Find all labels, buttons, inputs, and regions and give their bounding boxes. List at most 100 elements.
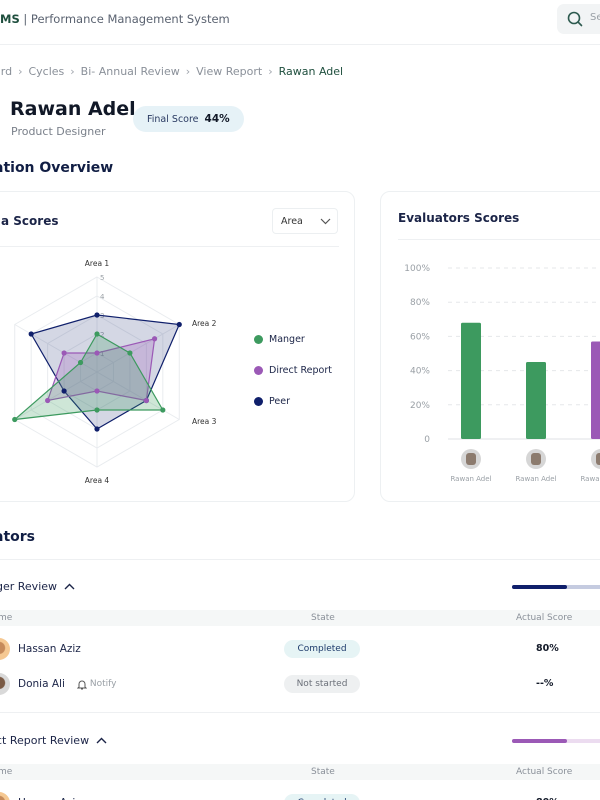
chevron-up-icon (64, 583, 75, 590)
avatar-figure (531, 453, 541, 465)
status-badge: Completed (284, 640, 360, 658)
y-tick-label: 40% (410, 367, 430, 377)
chevron-right-icon: › (268, 65, 273, 78)
notify-button[interactable]: Notify (76, 679, 117, 690)
evaluators-bar-chart: 100% 80% 60% 40% 20% 0 Rawan Adel Rawan Adel Raw… (404, 264, 600, 483)
chevron-right-icon: › (18, 65, 23, 78)
breadcrumb: ard › Cycles › Bi- Annual Review › View … (0, 65, 343, 78)
table-header: me State Actual Score (0, 764, 600, 780)
column-actual-score: Actual Score (516, 767, 573, 777)
bell-icon (76, 680, 87, 689)
manager-review-progress (512, 585, 600, 589)
section-divider (0, 559, 600, 560)
overview-title: ation Overview (0, 160, 114, 176)
group-title: ger Review (0, 580, 58, 593)
manager-review-toggle[interactable]: ger Review (0, 580, 75, 593)
legend-label: Direct Report (269, 365, 332, 376)
column-state: State (311, 767, 335, 777)
radar-data-point (143, 397, 149, 404)
area-scores-title: a Scores (1, 214, 59, 228)
breadcrumb-current: Rawan Adel (278, 65, 344, 78)
radar-axis-line (14, 371, 98, 420)
radar-data-point (151, 336, 158, 342)
group-divider (0, 712, 600, 713)
x-tick-label: Rawan Adel (580, 475, 600, 483)
legend-dot-direct-report (254, 366, 263, 375)
table-header: me State Actual Score (0, 610, 600, 626)
evaluators-scores-title: Evaluators Scores (398, 211, 520, 225)
radar-data-point (94, 331, 100, 337)
radar-data-point (94, 388, 100, 394)
radar-axis-label: Area 4 (85, 476, 110, 485)
breadcrumb-cycle[interactable]: Bi- Annual Review (80, 65, 180, 78)
evaluator-name: Hassan Aziz (18, 797, 81, 800)
area-select[interactable]: Area (272, 208, 338, 234)
radar-data-point (94, 350, 100, 356)
radar-data-point (45, 397, 51, 404)
final-score-badge: Final Score 44% (133, 106, 244, 132)
actual-score: 80% (536, 643, 559, 654)
notify-label: Notify (89, 679, 117, 689)
radar-legend: Manger Direct Report Peer (254, 334, 332, 407)
radar-data-point (160, 407, 166, 413)
radar-axis-label: Area 2 (192, 319, 217, 328)
radar-scale-tick: 5 (100, 274, 104, 282)
search-input[interactable]: Search (557, 4, 600, 34)
bar (461, 322, 481, 439)
top-bar: MS | Performance Management System Searc… (0, 0, 600, 45)
area-scores-card: a Scores (0, 191, 355, 502)
radar-data-point (176, 321, 182, 328)
radar-axis-line (14, 324, 98, 373)
legend-item-direct-report[interactable]: Direct Report (254, 365, 332, 376)
evaluators-scores-card: Evaluators Scores (380, 191, 600, 502)
table-row: Hassan Aziz (0, 792, 81, 800)
radar-axis-label: Area 3 (192, 417, 217, 426)
legend-dot-manager (254, 335, 263, 344)
radar-data-point (77, 359, 84, 366)
x-tick-label: Rawan Adel (450, 475, 491, 483)
y-tick-label: 0 (424, 435, 430, 445)
direct-report-review-toggle[interactable]: ct Report Review (0, 734, 107, 747)
chevron-right-icon: › (185, 65, 191, 78)
radar-data-point (12, 416, 18, 423)
radar-data-point (61, 388, 67, 394)
bar (591, 341, 600, 439)
radar-data-point (28, 331, 34, 337)
avatar (0, 638, 10, 660)
breadcrumb-view-report[interactable]: View Report (196, 65, 263, 78)
table-row: Hassan Aziz (0, 638, 81, 660)
evaluator-name: Hassan Aziz (18, 643, 81, 655)
legend-label: Manger (269, 334, 305, 345)
app-brand: MS | Performance Management System (0, 12, 230, 26)
legend-item-manager[interactable]: Manger (254, 334, 332, 345)
radar-data-point (127, 350, 133, 356)
avatar (0, 673, 10, 695)
evaluator-name: Donia Ali (18, 678, 65, 690)
radar-data-point (94, 426, 100, 432)
card-divider (398, 239, 600, 240)
legend-item-peer[interactable]: Peer (254, 396, 332, 407)
legend-label: Peer (269, 396, 290, 407)
card-divider (0, 246, 339, 247)
y-tick-label: 60% (410, 332, 430, 342)
bar (526, 362, 546, 439)
y-tick-label: 20% (410, 401, 430, 411)
brand-full: | Performance Management System (23, 12, 230, 26)
chevron-down-icon (320, 218, 331, 225)
group-title: ct Report Review (0, 734, 90, 747)
column-state: State (311, 613, 335, 623)
actual-score: --% (536, 678, 554, 689)
final-score-label: Final Score (147, 113, 199, 125)
evaluators-title: ators (0, 529, 35, 545)
search-placeholder: Search (590, 12, 600, 23)
breadcrumb-dashboard[interactable]: ard (0, 65, 13, 78)
chevron-right-icon: › (70, 65, 75, 78)
breadcrumb-cycles[interactable]: Cycles (28, 65, 65, 78)
table-row: Donia Ali Notify (0, 673, 116, 695)
radar-data-point (61, 350, 67, 356)
search-icon (567, 11, 583, 27)
progress-fill (512, 739, 567, 743)
column-name: me (0, 613, 13, 623)
status-badge: Completed (284, 794, 360, 800)
